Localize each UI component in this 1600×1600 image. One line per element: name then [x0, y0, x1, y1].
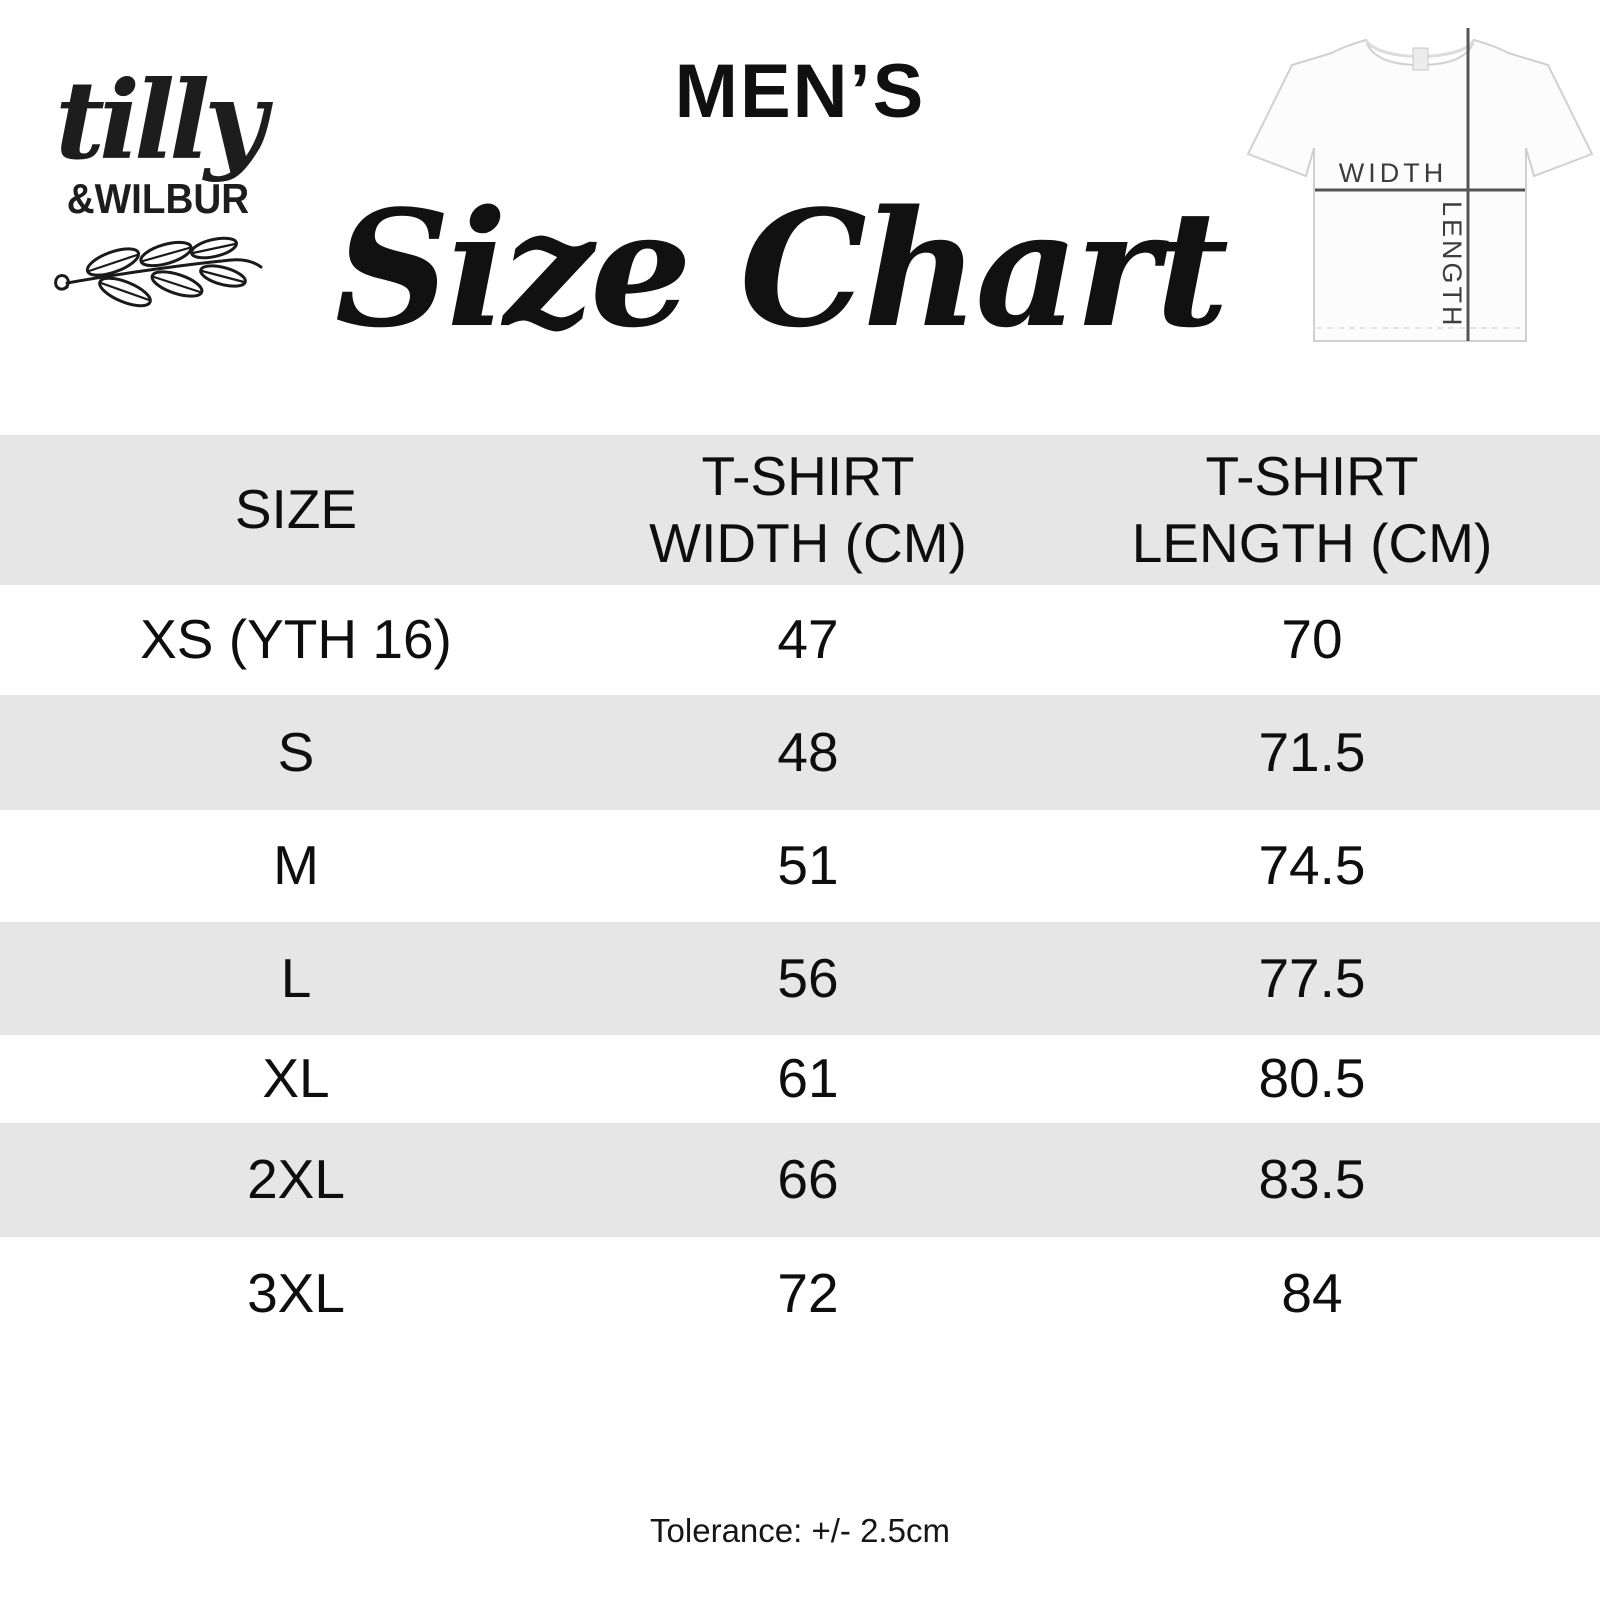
size-table: SIZE T-SHIRT WIDTH (CM) T-SHIRT LENGTH (… — [0, 435, 1600, 1350]
size-value: S — [277, 720, 315, 783]
table-row: L 56 77.5 — [0, 922, 1600, 1035]
size-value: XL — [262, 1047, 330, 1110]
table-row: M 51 74.5 — [0, 810, 1600, 922]
brand-name-script: tilly — [55, 58, 267, 184]
length-value: 80.5 — [1258, 1047, 1366, 1110]
size-value: 2XL — [247, 1148, 345, 1211]
neck-label — [1412, 47, 1429, 71]
size-value: 3XL — [247, 1261, 345, 1324]
width-value: 56 — [777, 946, 839, 1009]
length-value: 84 — [1281, 1261, 1343, 1324]
size-value: XS (YTH 16) — [140, 608, 452, 671]
column-header-size: SIZE — [234, 478, 358, 541]
length-value: 83.5 — [1258, 1148, 1366, 1211]
size-value: L — [280, 946, 312, 1009]
table-body: XS (YTH 16) 47 70 S 48 71.5 M 51 74.5 L … — [0, 585, 1600, 1350]
width-value: 47 — [777, 608, 839, 671]
tshirt-diagram: WIDTH LENGTH — [1240, 8, 1600, 348]
length-value: 74.5 — [1258, 834, 1366, 897]
length-value: 71.5 — [1258, 720, 1366, 783]
brand-logo: tilly &WILBUR — [38, 58, 278, 316]
column-header-length: T-SHIRT LENGTH (CM) — [1024, 443, 1600, 577]
width-value: 72 — [777, 1261, 839, 1324]
category-title: MEN’S — [674, 49, 926, 134]
column-header-length-line2: LENGTH (CM) — [1131, 512, 1493, 574]
laurel-branch-icon — [38, 229, 278, 316]
table-row: S 48 71.5 — [0, 695, 1600, 810]
brand-name-caps: &WILBUR — [66, 174, 250, 222]
column-header-width-line1: T-SHIRT — [701, 444, 915, 507]
width-value: 66 — [777, 1148, 839, 1211]
length-value: 77.5 — [1258, 946, 1366, 1009]
column-header-width-line2: WIDTH (CM) — [649, 512, 967, 574]
width-value: 51 — [777, 834, 839, 897]
size-value: M — [273, 834, 319, 897]
tolerance-note: Tolerance: +/- 2.5cm — [650, 1512, 950, 1549]
length-value: 70 — [1281, 608, 1343, 671]
table-row: XL 61 80.5 — [0, 1035, 1600, 1123]
width-label: WIDTH — [1339, 158, 1447, 188]
column-header-length-line1: T-SHIRT — [1205, 444, 1419, 507]
column-header-width: T-SHIRT WIDTH (CM) — [592, 443, 1024, 577]
table-row: 2XL 66 83.5 — [0, 1123, 1600, 1237]
width-value: 61 — [777, 1047, 839, 1110]
table-row: XS (YTH 16) 47 70 — [0, 585, 1600, 695]
width-value: 48 — [777, 720, 839, 783]
table-row: 3XL 72 84 — [0, 1237, 1600, 1350]
page-title: Size Chart — [334, 175, 1229, 363]
table-header-row: SIZE T-SHIRT WIDTH (CM) T-SHIRT LENGTH (… — [0, 435, 1600, 585]
length-label: LENGTH — [1437, 201, 1467, 329]
